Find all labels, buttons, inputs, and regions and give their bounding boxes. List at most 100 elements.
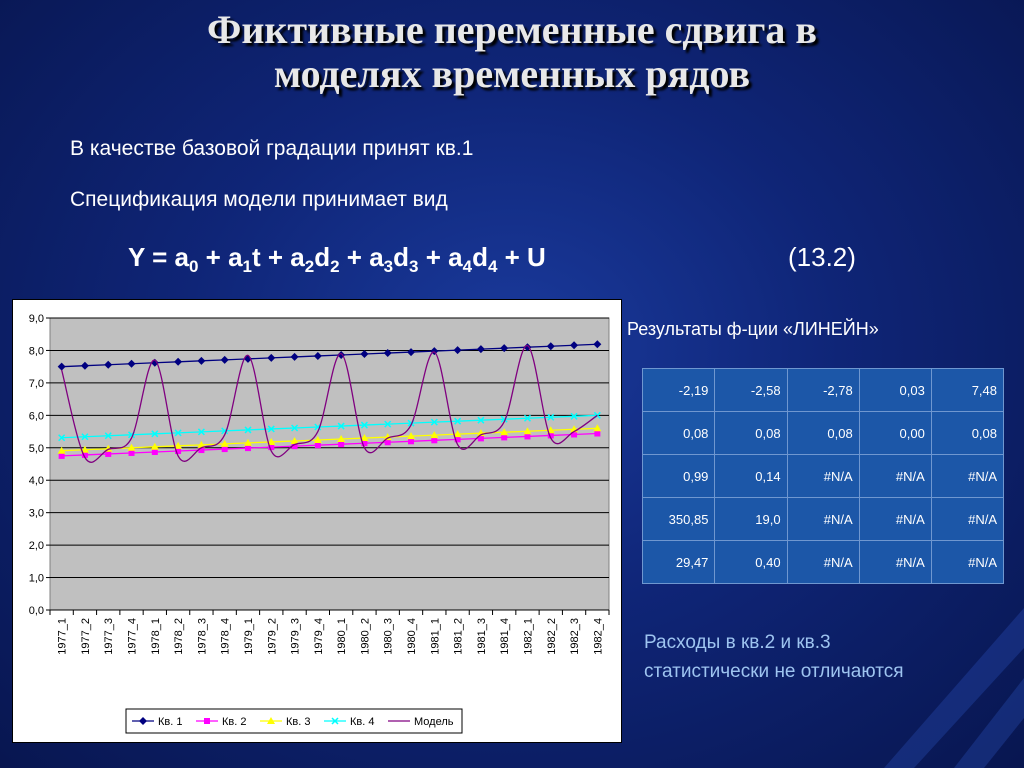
data-point [290,436,299,444]
formula-part: t + a [252,242,305,272]
data-point [244,445,251,452]
data-point [408,438,415,445]
slide-title-line-2: моделях временных рядов [273,51,751,96]
data-point [570,341,579,350]
data-point [523,343,532,352]
data-point [383,349,392,358]
table-cell: 19,0 [714,497,788,541]
data-point [57,362,66,371]
table-cell: 0,08 [714,411,788,455]
data-point [338,441,345,448]
x-tick-label: 1979_3 [290,618,302,655]
data-point [360,434,369,442]
formula-sub: 3 [383,257,394,276]
data-point [547,413,555,421]
table-cell: #N/A [858,540,932,584]
formula-sub: 4 [462,257,473,276]
data-point [151,430,159,438]
data-point [174,441,183,449]
table-cell: -2,19 [641,368,716,412]
formula-sub: 3 [409,257,419,276]
data-point [127,443,136,451]
series-line [61,414,598,439]
data-point [291,424,299,432]
table-cell: 350,85 [641,497,716,541]
data-point [593,340,602,349]
data-point [407,432,416,440]
data-point [331,717,339,725]
formula-part: + a [339,242,384,272]
data-point [57,446,66,454]
data-point [314,442,321,449]
data-point [58,452,65,459]
data-point [523,414,532,422]
table-cell: #N/A [786,497,860,541]
table-cell: #N/A [930,540,1005,584]
data-point [80,445,89,453]
results-table: -2,19 -2,58 -2,78 0,03 7,48 0,08 0,08 0,… [641,368,1005,584]
x-tick-label: 1978_1 [150,618,162,655]
x-tick-label: 1977_2 [80,618,92,655]
line-chart: 0,0 1,0 2,0 3,0 4,0 5,0 6,0 7,0 8,0 9,0 1977_1 1977… [12,299,622,743]
table-cell: 0,99 [641,454,716,498]
slide-title: Фиктивные переменные сдвига в моделях вр… [0,8,1024,96]
data-point [407,348,416,357]
data-point [197,428,205,436]
data-point [360,421,368,429]
y-tick-label: 6,0 [29,410,44,422]
formula-part: d [314,242,331,272]
table-cell: 0,00 [858,411,932,455]
formula-part: d [472,242,488,272]
table-cell: #N/A [858,497,932,541]
data-point [139,717,147,725]
data-point [477,416,485,424]
data-point [220,439,229,447]
data-point [174,357,183,366]
table-cell: 0,40 [714,540,788,584]
table-cell: #N/A [786,454,860,498]
data-point [267,425,275,433]
data-point [454,417,462,425]
y-tick-label: 7,0 [29,378,44,390]
data-point [313,351,322,360]
data-point [104,360,113,369]
data-point [127,359,136,368]
x-tick-label: 1978_3 [196,618,208,655]
y-tick-label: 1,0 [29,573,44,585]
legend-label: Кв. 2 [222,716,246,728]
y-tick-label: 9,0 [29,313,44,325]
formula-part: + a [198,242,243,272]
table-cell: -2,78 [786,368,860,412]
formula-sub: 0 [188,257,199,276]
table-cell: 0,14 [714,454,788,498]
formula-part: Y = a [128,242,189,272]
equation-number: (13.2) [788,242,856,272]
results-label: Результаты ф-ции «ЛИНЕЙН» [627,319,879,339]
data-point [268,444,275,451]
plot-area [49,317,610,611]
data-point [570,412,578,420]
table-cell: #N/A [930,454,1005,498]
x-tick-label: 1981_2 [453,618,465,655]
data-point [501,434,508,441]
x-tick-label: 1980_4 [406,618,418,655]
data-point [221,446,228,453]
x-tick-label: 1979_4 [313,618,325,655]
table-cell: 0,08 [930,411,1005,455]
y-tick-label: 4,0 [29,475,44,487]
legend-label: Кв. 4 [350,716,374,728]
corner-decoration [884,608,1024,768]
x-tick-label: 1977_1 [57,618,69,655]
data-point [313,435,322,443]
data-point [384,439,391,446]
table-cell: #N/A [930,497,1005,541]
x-tick-label: 1982_1 [522,618,534,655]
data-point [291,443,298,450]
data-point [80,361,89,370]
table-row: 29,47 0,40 #N/A #N/A #N/A [641,540,1005,584]
data-point [337,422,345,430]
table-row: 350,85 19,0 #N/A #N/A #N/A [641,497,1005,541]
formula-sub: 2 [330,257,340,276]
data-point [243,438,252,446]
data-point [81,433,89,441]
